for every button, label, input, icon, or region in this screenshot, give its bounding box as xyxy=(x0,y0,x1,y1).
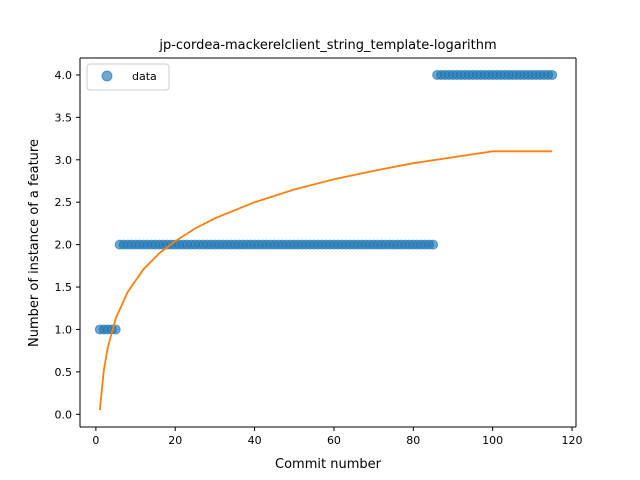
legend-box xyxy=(86,63,170,91)
y-axis-label: Number of instance of a feature xyxy=(27,139,42,347)
chart-title: jp-cordea-mackerelclient_string_template… xyxy=(158,38,496,53)
x-tick-label: 60 xyxy=(327,434,341,447)
x-tick-label: 0 xyxy=(92,434,99,447)
plot-area: 0 20 40 60 80 100 120 0.0 0.5 1.0 1.5 2.0 2.5 3.0 3.5 4… xyxy=(55,57,583,447)
y-tick-label: 0.0 xyxy=(55,408,73,421)
axis-ticks: 0 20 40 60 80 100 120 0.0 0.5 1.0 1.5 2.0 2.5 3.0 3.5 4… xyxy=(55,69,583,447)
y-tick-label: 4.0 xyxy=(55,69,73,82)
y-tick-label: 1.0 xyxy=(55,323,73,336)
data-point xyxy=(428,239,439,250)
y-tick-label: 2.0 xyxy=(55,239,73,252)
x-tick-label: 100 xyxy=(482,434,503,447)
x-tick-label: 20 xyxy=(168,434,182,447)
x-tick-label: 80 xyxy=(406,434,420,447)
legend-label: data xyxy=(132,70,157,83)
y-tick-label: 1.5 xyxy=(55,281,73,294)
legend: data xyxy=(86,63,170,91)
fit-line xyxy=(98,150,553,411)
y-tick-label: 0.5 xyxy=(55,366,73,379)
x-tick-label: 40 xyxy=(248,434,262,447)
x-axis-label: Commit number xyxy=(275,457,382,472)
chart-marks xyxy=(94,69,558,411)
axes-spines xyxy=(79,57,577,428)
legend-marker xyxy=(101,70,113,82)
y-tick-label: 3.5 xyxy=(55,111,73,124)
data-point xyxy=(547,69,558,80)
x-tick-label: 120 xyxy=(562,434,583,447)
y-tick-label: 2.5 xyxy=(55,196,73,209)
y-tick-label: 3.0 xyxy=(55,154,73,167)
